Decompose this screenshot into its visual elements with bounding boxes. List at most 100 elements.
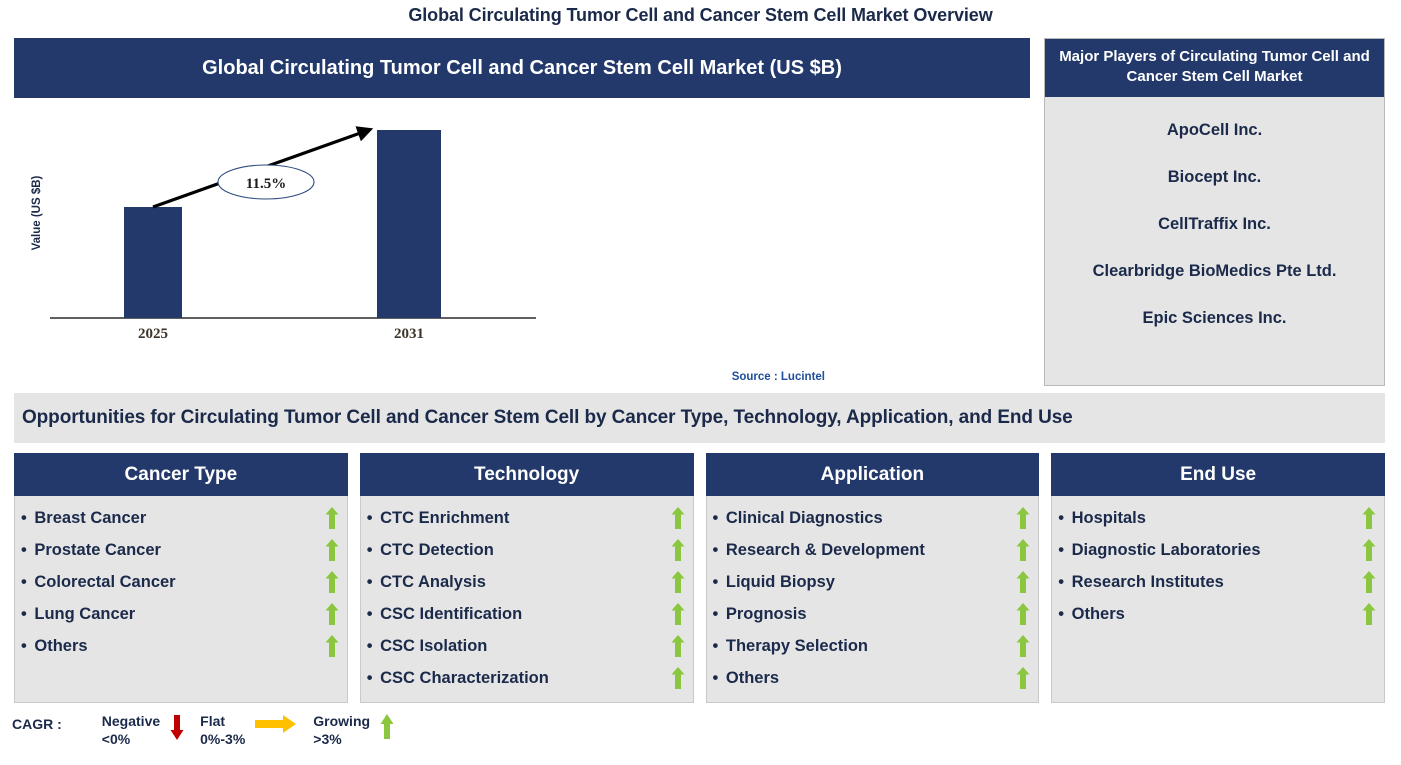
arrow-up-green-icon — [671, 635, 685, 657]
list-item-label: • Lung Cancer — [21, 604, 136, 623]
list-item-label: • Others — [712, 668, 780, 687]
list-item: • Others — [21, 630, 339, 662]
list-item-label: • Prostate Cancer — [21, 540, 161, 559]
page-title: Global Circulating Tumor Cell and Cancer… — [408, 5, 993, 25]
bullet-icon: • — [21, 636, 27, 655]
market-chart-body: Value (US $B) 11.5% 2025 2031 — [14, 98, 1030, 386]
column-application: Application • Clinical Diagnostics • Res… — [705, 453, 1040, 703]
list-item: Biocept Inc. — [1167, 167, 1262, 186]
list-item: • Prognosis — [713, 598, 1031, 630]
list-item: • Research & Development — [713, 534, 1031, 566]
list-item: • CSC Identification — [367, 598, 685, 630]
list-item: • Liquid Biopsy — [713, 566, 1031, 598]
legend-entry-text: Flat 0%-3% — [200, 713, 246, 748]
opportunities-banner: Opportunities for Circulating Tumor Cell… — [14, 393, 1385, 443]
arrow-down-red-icon — [170, 714, 184, 745]
list-item-label: • Therapy Selection — [712, 636, 869, 655]
column-technology: Technology • CTC Enrichment • CTC Detect… — [359, 453, 694, 703]
arrow-up-green-icon — [671, 507, 685, 529]
bullet-icon: • — [712, 668, 719, 687]
bullet-icon: • — [366, 668, 373, 687]
list-item: Clearbridge BioMedics Pte Ltd. — [1092, 261, 1337, 280]
column-body-application: • Clinical Diagnostics • Research & Deve… — [705, 496, 1040, 703]
list-item: • Research Institutes — [1058, 566, 1376, 598]
bullet-icon: • — [1058, 508, 1065, 527]
list-item: • Colorectal Cancer — [21, 566, 339, 598]
arrow-up-green-icon — [1016, 507, 1030, 529]
list-item-label: • Breast Cancer — [21, 508, 147, 527]
list-item-label: • Clinical Diagnostics — [712, 508, 883, 527]
column-header-cancer-type: Cancer Type — [14, 453, 348, 496]
list-item-label: • CSC Characterization — [366, 668, 549, 687]
arrow-up-green-icon — [1362, 539, 1376, 561]
chart-source-note: Source : Lucintel — [731, 371, 825, 383]
list-item-label: • CSC Identification — [366, 604, 523, 623]
list-item: • CTC Enrichment — [367, 502, 685, 534]
list-item: • Therapy Selection — [713, 630, 1031, 662]
arrow-up-green-icon — [671, 603, 685, 625]
bullet-icon: • — [366, 572, 373, 591]
list-item: • Others — [713, 662, 1031, 694]
legend-entry-text: Negative <0% — [101, 713, 161, 748]
column-header-end-use: End Use — [1051, 453, 1385, 496]
column-end-use: End Use • Hospitals • Diagnostic Laborat… — [1051, 453, 1385, 703]
list-item: Epic Sciences Inc. — [1142, 308, 1287, 327]
list-item: • Diagnostic Laboratories — [1058, 534, 1376, 566]
column-body-technology: • CTC Enrichment • CTC Detection • CTC A… — [359, 496, 694, 703]
bullet-icon: • — [712, 508, 719, 527]
column-body-cancer-type: • Breast Cancer • Prostate Cancer • Colo… — [14, 496, 348, 703]
top-row: Global Circulating Tumor Cell and Cancer… — [14, 38, 1385, 386]
list-item: • Others — [1058, 598, 1376, 630]
arrow-up-green-icon — [1362, 571, 1376, 593]
arrow-up-green-icon — [671, 667, 685, 689]
list-item-label: • Liquid Biopsy — [712, 572, 835, 591]
list-item-label: • Hospitals — [1058, 508, 1146, 527]
column-header-technology: Technology — [359, 453, 694, 496]
arrow-up-green-icon — [325, 539, 339, 561]
list-item-label: • CSC Isolation — [366, 636, 488, 655]
bullet-icon: • — [1058, 572, 1065, 591]
legend-entry-negative: Negative <0% — [102, 712, 194, 749]
list-item: • CTC Detection — [367, 534, 685, 566]
list-item-label: • Research & Development — [712, 540, 925, 559]
list-item-label: • Research Institutes — [1058, 572, 1224, 591]
list-item-label: • Others — [21, 636, 88, 655]
bullet-icon: • — [1058, 540, 1065, 559]
list-item: • CSC Isolation — [367, 630, 685, 662]
list-item: • CSC Characterization — [367, 662, 685, 694]
market-bar-chart: Value (US $B) 11.5% 2025 2031 — [14, 98, 1030, 386]
legend-entry-flat: Flat 0%-3% — [200, 712, 307, 749]
arrow-up-green-icon — [671, 539, 685, 561]
bullet-icon: • — [366, 604, 373, 623]
bullet-icon: • — [712, 604, 719, 623]
major-players-title: Major Players of Circulating Tumor Cell … — [1045, 39, 1384, 97]
opportunities-columns: Cancer Type • Breast Cancer • Prostate C… — [14, 453, 1385, 703]
market-chart-title: Global Circulating Tumor Cell and Cancer… — [14, 38, 1030, 98]
bullet-icon: • — [712, 540, 719, 559]
list-item: • Clinical Diagnostics — [713, 502, 1031, 534]
arrow-up-green-icon — [1016, 539, 1030, 561]
list-item: • Breast Cancer — [21, 502, 339, 534]
list-item: • Hospitals — [1058, 502, 1376, 534]
arrow-up-green-icon — [325, 603, 339, 625]
bullet-icon: • — [21, 572, 27, 591]
major-players-panel: Major Players of Circulating Tumor Cell … — [1044, 38, 1385, 386]
bullet-icon: • — [366, 508, 373, 527]
list-item: CellTraffix Inc. — [1158, 214, 1271, 233]
bullet-icon: • — [712, 572, 719, 591]
legend-entry-text: Growing >3% — [313, 713, 371, 748]
market-chart-panel: Global Circulating Tumor Cell and Cancer… — [14, 38, 1030, 386]
column-header-application: Application — [705, 453, 1040, 496]
major-players-list: ApoCell Inc. Biocept Inc. CellTraffix In… — [1045, 97, 1384, 348]
bullet-icon: • — [21, 604, 27, 623]
list-item-label: • CTC Detection — [366, 540, 494, 559]
bullet-icon: • — [1058, 604, 1065, 623]
list-item-label: • CTC Enrichment — [366, 508, 510, 527]
arrow-up-green-icon — [671, 571, 685, 593]
arrow-up-green-icon — [380, 714, 394, 745]
arrow-right-yellow-icon — [255, 714, 297, 739]
svg-text:11.5%: 11.5% — [246, 176, 286, 192]
opportunities-banner-text: Opportunities for Circulating Tumor Cell… — [22, 407, 1073, 428]
cagr-legend: CAGR : Negative <0% Flat 0%-3% Growing >3% — [12, 712, 410, 760]
bullet-icon: • — [366, 636, 373, 655]
